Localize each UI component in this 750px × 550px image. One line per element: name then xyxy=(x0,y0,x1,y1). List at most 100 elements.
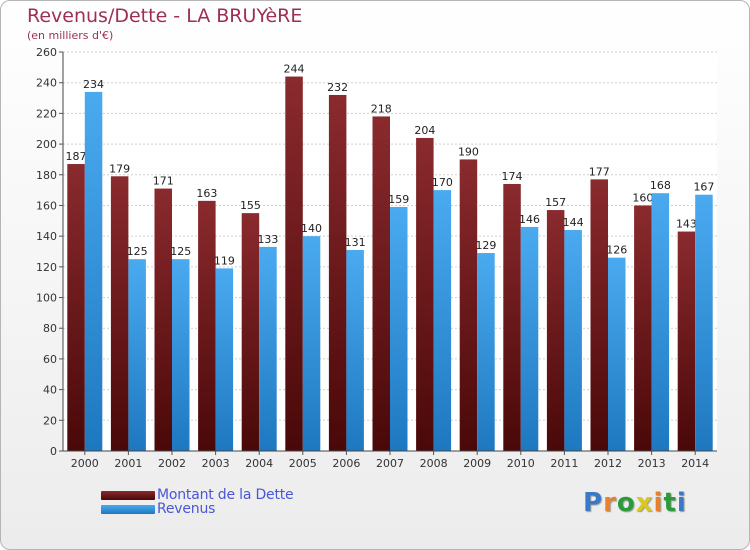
legend-label-debt: Montant de la Dette xyxy=(157,487,294,503)
bar-debt xyxy=(154,188,172,452)
legend-label-revenue: Revenus xyxy=(157,501,216,517)
bar-debt xyxy=(328,94,347,451)
data-label-debt: 232 xyxy=(327,81,348,94)
y-tick-label: 120 xyxy=(36,261,57,274)
logo-letter: t xyxy=(663,488,677,518)
bar-revenue xyxy=(433,190,452,451)
chart-subtitle: (en milliers d'€) xyxy=(27,29,114,42)
y-tick-label: 40 xyxy=(43,384,57,397)
x-tick-label: 2003 xyxy=(202,457,230,470)
bar-debt xyxy=(677,231,696,451)
data-label-revenue: 126 xyxy=(606,244,627,257)
bar-revenue xyxy=(608,257,626,451)
data-label-debt: 163 xyxy=(196,187,217,200)
logo-letter: x xyxy=(635,488,654,518)
data-label-revenue: 133 xyxy=(257,233,278,246)
logo-letter: o xyxy=(616,488,636,518)
y-tick-label: 160 xyxy=(36,199,57,212)
legend-item-revenue: Revenus xyxy=(101,501,215,517)
y-tick-label: 260 xyxy=(36,46,57,59)
data-label-revenue: 170 xyxy=(432,176,453,189)
bar-revenue xyxy=(695,194,713,451)
bar-debt xyxy=(546,210,565,451)
bar-revenue xyxy=(477,253,495,451)
bar-revenue xyxy=(302,236,321,451)
data-label-debt: 174 xyxy=(502,170,523,183)
x-tick-label: 2009 xyxy=(463,457,491,470)
bar-debt xyxy=(590,179,608,451)
x-tick-label: 2012 xyxy=(594,457,622,470)
data-label-revenue: 125 xyxy=(170,245,191,258)
data-label-revenue: 125 xyxy=(127,245,148,258)
x-tick-label: 2006 xyxy=(332,457,360,470)
data-label-debt: 190 xyxy=(458,145,479,158)
x-tick-label: 2002 xyxy=(158,457,186,470)
data-label-revenue: 146 xyxy=(519,213,540,226)
bar-revenue xyxy=(259,246,277,451)
data-label-debt: 155 xyxy=(240,199,261,212)
bar-revenue xyxy=(520,226,539,451)
data-label-debt: 171 xyxy=(153,175,174,188)
x-tick-label: 2005 xyxy=(289,457,317,470)
y-tick-label: 240 xyxy=(36,77,57,90)
x-tick-label: 2004 xyxy=(245,457,273,470)
x-tick-label: 2011 xyxy=(550,457,578,470)
data-label-debt: 179 xyxy=(109,162,130,175)
data-label-debt: 160 xyxy=(632,191,653,204)
legend-swatch-debt xyxy=(101,490,155,500)
data-label-debt: 143 xyxy=(676,218,697,231)
bar-debt xyxy=(634,205,652,451)
bar-debt xyxy=(503,183,521,451)
proxiti-logo: Proxiti xyxy=(583,488,687,518)
data-label-revenue: 129 xyxy=(475,239,496,252)
bar-revenue xyxy=(215,268,234,451)
y-tick-label: 0 xyxy=(50,445,57,458)
data-label-debt: 187 xyxy=(66,150,87,163)
bar-debt xyxy=(110,176,129,452)
data-label-revenue: 167 xyxy=(693,181,714,194)
bar-revenue xyxy=(390,206,408,451)
data-label-debt: 157 xyxy=(545,196,566,209)
bar-debt xyxy=(198,200,216,451)
y-tick-label: 80 xyxy=(43,322,57,335)
y-tick-label: 100 xyxy=(36,292,57,305)
logo-letter: P xyxy=(583,488,604,518)
x-tick-label: 2008 xyxy=(420,457,448,470)
y-tick-label: 180 xyxy=(36,169,57,182)
chart-title: Revenus/Dette - LA BRUYèRE xyxy=(27,5,303,27)
bar-debt xyxy=(285,76,303,452)
bar-revenue xyxy=(564,230,582,451)
logo-letter: i xyxy=(653,488,664,518)
data-label-revenue: 234 xyxy=(83,78,104,91)
data-label-revenue: 131 xyxy=(345,236,366,249)
x-tick-label: 2013 xyxy=(638,457,666,470)
bar-debt xyxy=(241,213,260,451)
y-tick-label: 200 xyxy=(36,138,57,151)
x-tick-label: 2001 xyxy=(114,457,142,470)
y-tick-label: 220 xyxy=(36,107,57,120)
bar-debt xyxy=(372,116,390,451)
logo-letter: i xyxy=(676,488,687,518)
x-tick-label: 2014 xyxy=(681,457,709,470)
bar-revenue xyxy=(84,91,103,452)
data-label-revenue: 119 xyxy=(214,254,235,267)
data-label-debt: 244 xyxy=(284,63,305,76)
data-label-debt: 177 xyxy=(589,165,610,178)
data-label-revenue: 144 xyxy=(563,216,584,229)
bar-debt xyxy=(67,164,85,451)
data-label-debt: 218 xyxy=(371,102,392,115)
bar-revenue xyxy=(651,193,670,451)
data-label-revenue: 159 xyxy=(388,193,409,206)
y-tick-label: 140 xyxy=(36,230,57,243)
logo-letter: r xyxy=(603,488,617,518)
bar-revenue xyxy=(346,249,364,451)
bar-revenue xyxy=(172,259,190,451)
bar-debt xyxy=(416,137,434,451)
bar-debt xyxy=(459,159,478,451)
bar-revenue xyxy=(128,259,146,451)
y-tick-label: 20 xyxy=(43,414,57,427)
data-label-revenue: 168 xyxy=(650,179,671,192)
legend-swatch-revenue xyxy=(101,504,155,514)
